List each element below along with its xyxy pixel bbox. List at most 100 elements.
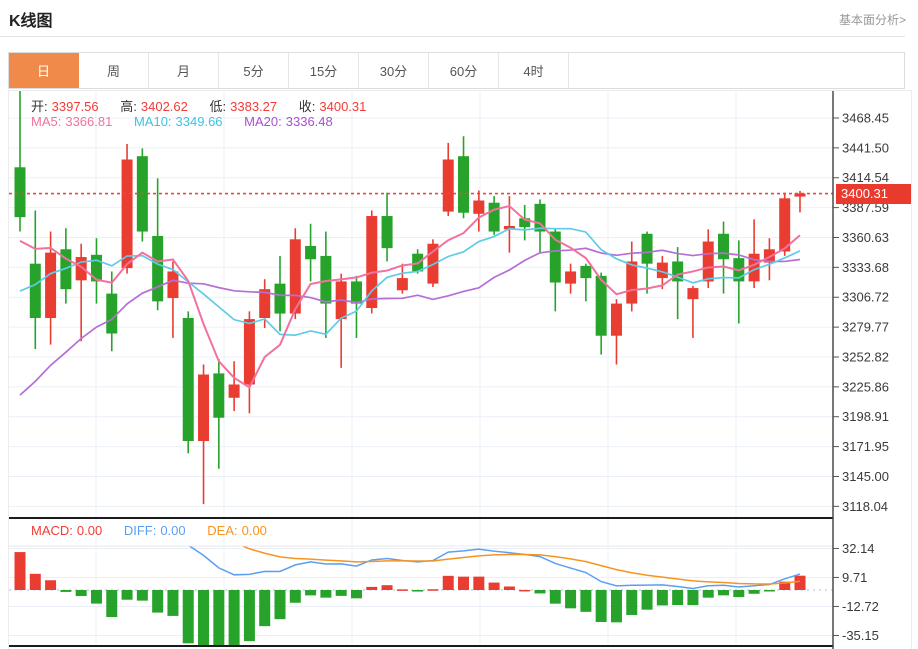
candle-body	[641, 233, 653, 264]
macd-histogram-bar	[427, 589, 439, 591]
tab-60min[interactable]: 60分	[429, 53, 499, 88]
macd-histogram-bar	[274, 590, 286, 620]
macd-histogram-bar	[412, 590, 424, 592]
macd-histogram-bar	[121, 590, 133, 600]
tab-5min[interactable]: 5分	[219, 53, 289, 88]
macd-histogram-bar	[763, 590, 775, 592]
macd-histogram-bar	[228, 590, 240, 646]
candle-body	[473, 200, 485, 214]
candle-body	[687, 288, 699, 300]
grid-lines	[9, 91, 833, 646]
dea-line	[240, 546, 801, 585]
macd-histogram-bar	[335, 590, 347, 596]
tab-4hour[interactable]: 4时	[499, 53, 569, 88]
candle-body	[259, 289, 271, 318]
tab-day[interactable]: 日	[9, 53, 79, 88]
candle-body	[75, 257, 87, 281]
macd-histogram-bar	[519, 589, 531, 592]
macd-histogram-bar	[289, 590, 301, 603]
candle-body	[182, 317, 194, 442]
candle-body	[121, 159, 133, 269]
tab-week[interactable]: 周	[79, 53, 149, 88]
macd-histogram-bar	[198, 590, 210, 646]
y-axis-tick-label: -12.72	[842, 599, 879, 614]
y-axis-tick-label: 32.14	[842, 541, 875, 556]
ma5-line	[19, 204, 801, 389]
y-axis-tick-label: 3225.86	[842, 379, 889, 394]
interval-tab-bar: 日 周 月 5分 15分 30分 60分 4时	[8, 52, 905, 89]
macd-histogram-bar	[610, 590, 622, 623]
macd-histogram-bar	[748, 590, 760, 594]
y-axis-tick-label: 3306.72	[842, 290, 889, 305]
macd-histogram-bar	[182, 590, 194, 644]
candle-body	[779, 198, 791, 252]
candle-body	[442, 159, 454, 212]
candle-body	[595, 275, 607, 336]
macd-histogram-bar	[733, 590, 745, 598]
candle-body	[90, 254, 102, 282]
tab-month[interactable]: 月	[149, 53, 219, 88]
macd-histogram-bar	[794, 575, 806, 590]
candle-body	[656, 262, 668, 279]
y-axis-tick-label: 3441.50	[842, 140, 889, 155]
macd-histogram-bar	[718, 590, 730, 596]
candle-body	[626, 261, 638, 304]
macd-histogram-bar	[75, 590, 87, 597]
fundamental-analysis-link[interactable]: 基本面分析>	[838, 13, 906, 27]
candle-body	[274, 283, 286, 314]
candle-body	[152, 235, 164, 302]
macd-histogram-bar	[626, 590, 638, 615]
y-axis-tick-label: 3145.00	[842, 469, 889, 484]
y-axis-tick-label: 9.71	[842, 570, 867, 585]
candle-body	[366, 216, 378, 309]
macd-histogram-bar	[565, 590, 577, 609]
ma20-line	[19, 247, 801, 396]
macd-histogram-bar	[136, 590, 148, 601]
y-axis-tick-label: 3333.68	[842, 260, 889, 275]
candle-body	[198, 374, 210, 442]
current-price-badge: 3400.31	[836, 184, 911, 204]
candle-body	[748, 253, 760, 282]
candle-body	[458, 156, 470, 213]
title-divider	[0, 36, 905, 37]
macd-histogram-bar	[702, 590, 714, 598]
candle-body	[519, 218, 531, 228]
candle-body	[488, 202, 500, 232]
kline-chart-canvas[interactable]: 3468.453441.503414.543387.593360.633333.…	[9, 91, 911, 649]
macd-histogram-bar	[366, 586, 378, 590]
macd-histogram-bar	[14, 552, 26, 590]
candle-body	[289, 239, 301, 314]
y-axis-labels: 3468.453441.503414.543387.593360.633333.…	[833, 111, 889, 643]
tab-bar-filler	[569, 53, 904, 88]
candle-body	[45, 252, 57, 318]
candle-body	[549, 231, 561, 283]
macd-histogram-bar	[473, 576, 485, 590]
macd-histogram-bar	[45, 580, 57, 590]
macd-histogram-bar	[152, 590, 164, 613]
candle-body	[610, 303, 622, 336]
y-axis-tick-label: 3252.82	[842, 349, 889, 364]
macd-histogram-bar	[672, 590, 684, 606]
macd-histogram-bar	[442, 575, 454, 590]
candle-body	[580, 265, 592, 279]
macd-histogram-bar	[243, 590, 255, 642]
candle-body	[718, 233, 730, 260]
candle-body	[14, 167, 26, 218]
macd-histogram-bar	[503, 586, 515, 590]
y-axis-tick-label: -35.15	[842, 628, 879, 643]
candle-body	[565, 271, 577, 284]
macd-histogram-bar	[167, 590, 179, 616]
kline-chart-area[interactable]: 3468.45 3441.50 3414.54 3387.59 3360.63 3333.…	[8, 90, 912, 649]
y-axis-tick-label: 3414.54	[842, 170, 889, 185]
candle-body	[320, 255, 332, 304]
macd-histogram-bar	[106, 590, 118, 618]
candle-body	[381, 216, 393, 249]
y-axis-tick-label: 3118.04	[842, 499, 888, 514]
y-axis-tick-label: 3171.95	[842, 439, 889, 454]
tab-15min[interactable]: 15分	[289, 53, 359, 88]
candle-body	[167, 271, 179, 299]
candle-body	[794, 193, 806, 197]
macd-histogram-bar	[213, 590, 225, 646]
macd-histogram-bar	[60, 590, 72, 592]
tab-30min[interactable]: 30分	[359, 53, 429, 88]
